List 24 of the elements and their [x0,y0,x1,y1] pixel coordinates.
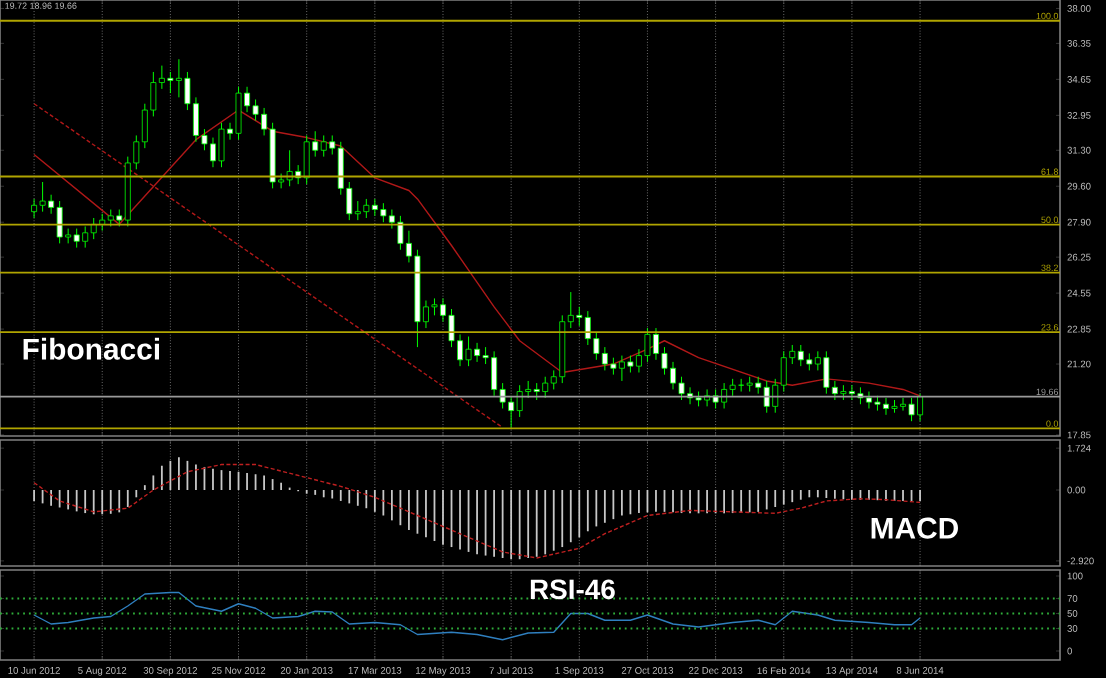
candlestick [908,397,915,422]
candlestick [380,202,387,223]
candlestick [644,327,651,363]
candlestick [218,122,225,168]
candlestick [516,384,523,418]
annotation: MACD [871,517,958,539]
candlestick [678,376,685,401]
candlestick [39,181,46,213]
candlestick [31,198,38,219]
candlestick [763,380,770,414]
candlestick [235,86,242,141]
candlestick [823,350,830,395]
candlestick [56,200,63,244]
candlestick [465,336,472,367]
candlestick [397,215,404,251]
annotation: RSI-46 [530,579,615,600]
candlestick [303,134,310,185]
candlestick [363,198,370,219]
candlestick [73,228,80,249]
candlestick [167,71,174,94]
candlestick [252,98,259,122]
candlestick [286,149,293,187]
candlestick [320,134,327,158]
annotation: Fibonacci [23,337,159,360]
